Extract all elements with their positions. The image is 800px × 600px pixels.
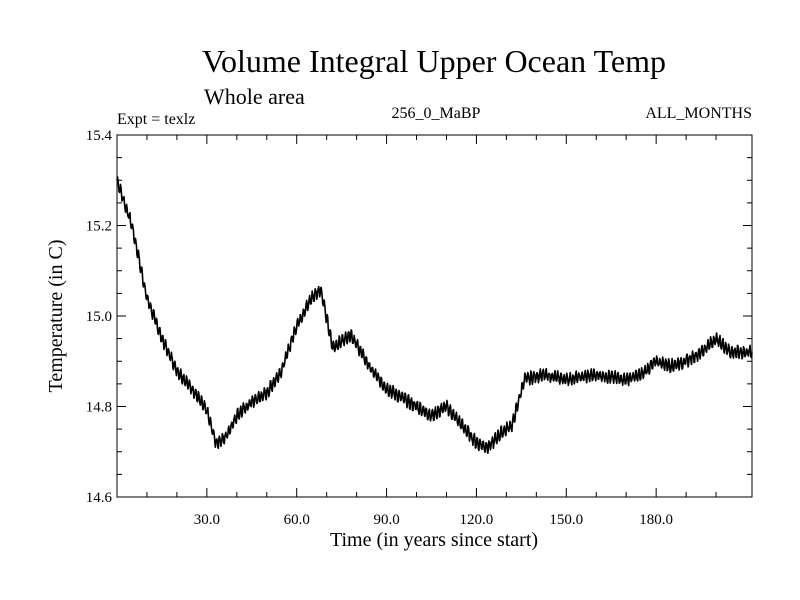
y-tick-label: 15.2 — [86, 219, 112, 235]
series-line-temperature — [116, 175, 753, 454]
y-tick-label: 15.4 — [86, 128, 113, 144]
y-axis-label: Temperature (in C) — [45, 240, 67, 393]
y-tick-label: 14.8 — [86, 400, 112, 416]
plot-frame — [116, 134, 753, 498]
months-annotation: ALL_MONTHS — [645, 105, 752, 122]
chart-subtitle: Whole area — [204, 84, 305, 109]
x-tick-label: 60.0 — [284, 512, 310, 528]
y-tick-label: 15.0 — [86, 309, 112, 325]
y-tick-label: 14.6 — [86, 490, 113, 506]
expt-annotation: Expt = texlz — [117, 111, 195, 128]
x-tick-label: 180.0 — [639, 512, 673, 528]
x-axis-label: Time (in years since start) — [330, 529, 538, 551]
tick-labels: 30.0 60.0 90.0 120.0 150.0 180.0 14.6 14.8 15.0 1… — [86, 128, 673, 528]
x-tick-label: 30.0 — [194, 512, 220, 528]
axis-ticks — [117, 134, 752, 498]
run-annotation: 256_0_MaBP — [392, 105, 481, 122]
chart-title: Volume Integral Upper Ocean Temp — [202, 43, 666, 79]
x-tick-label: 120.0 — [460, 512, 494, 528]
x-tick-label: 150.0 — [549, 512, 583, 528]
x-tick-label: 90.0 — [373, 512, 399, 528]
